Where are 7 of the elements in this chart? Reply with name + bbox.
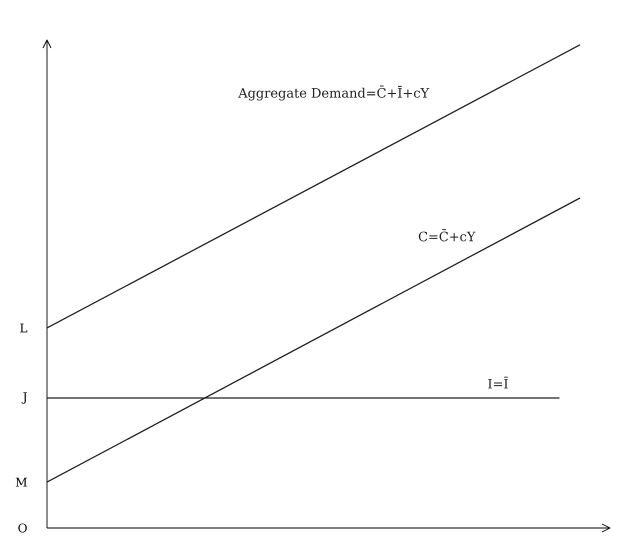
series-label: Aggregate Demand=C̄+Ī+cY [238,86,430,100]
series-label: C=C̄+cY [418,229,476,242]
text: J [22,392,27,404]
text: M [16,478,27,486]
series-label: I=Ī [488,376,508,388]
text: L [20,324,28,332]
text: O [18,523,27,533]
